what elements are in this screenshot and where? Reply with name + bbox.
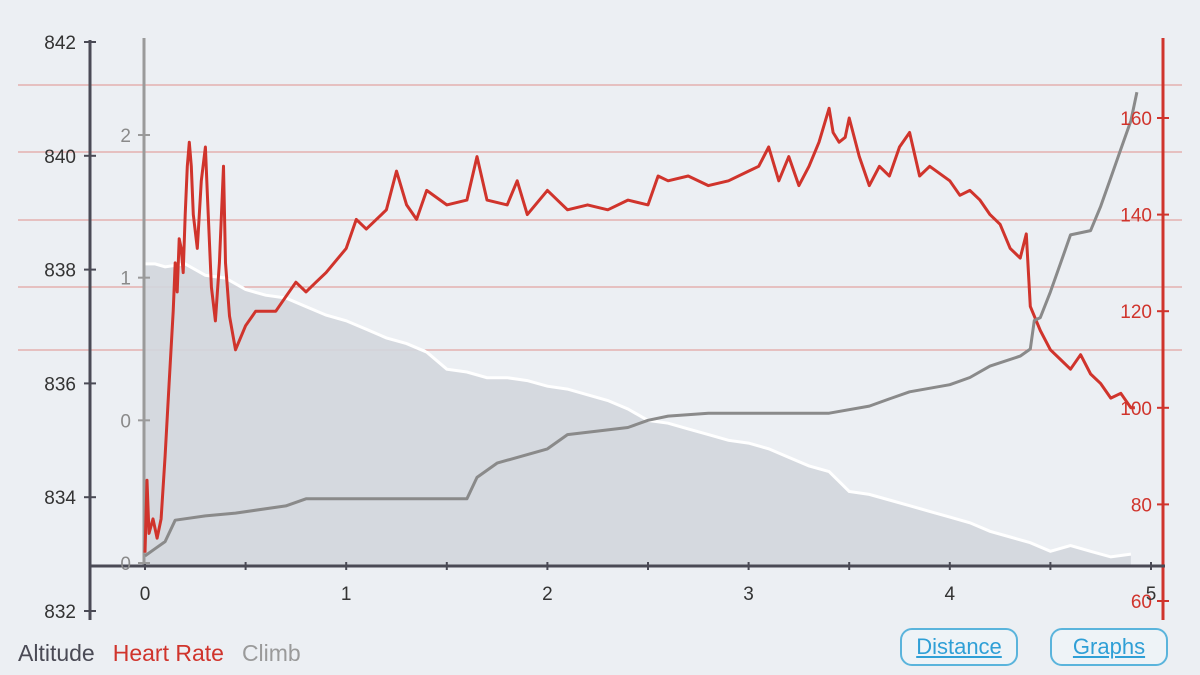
heart-rate-line xyxy=(143,106,1135,553)
x-tick-label: 2 xyxy=(542,584,553,605)
altitude-tick-label: 840 xyxy=(44,147,76,168)
heart-rate-tick-label: 120 xyxy=(1120,302,1152,323)
graphs-button[interactable]: Graphs xyxy=(1050,628,1168,666)
legend-climb: Climb xyxy=(241,640,301,666)
heart-rate-tick-label: 80 xyxy=(1131,495,1152,516)
distance-button[interactable]: Distance xyxy=(900,628,1018,666)
altitude-tick-label: 834 xyxy=(44,488,76,509)
altitude-tick-label: 838 xyxy=(44,261,76,282)
legend: Altitude Heart Rate Climb xyxy=(18,640,301,667)
climb-tick-label: 0 xyxy=(120,411,131,432)
altitude-tick-label: 842 xyxy=(44,33,76,54)
altitude-tick-label: 832 xyxy=(44,602,76,623)
legend-altitude: Altitude xyxy=(18,640,95,666)
heart-rate-tick-label: 160 xyxy=(1120,109,1152,130)
heart-rate-tick-label: 140 xyxy=(1120,206,1152,227)
x-tick-label: 4 xyxy=(945,584,956,605)
legend-heart-rate: Heart Rate xyxy=(112,640,224,666)
axes xyxy=(84,38,1169,620)
altitude-tick-label: 836 xyxy=(44,374,76,395)
x-tick-label: 5 xyxy=(1146,584,1157,605)
climb-tick-label: 2 xyxy=(120,126,131,147)
series-lines xyxy=(143,91,1139,558)
climb-tick-label: 1 xyxy=(120,269,131,290)
altitude-line xyxy=(145,262,1132,559)
climb-line xyxy=(144,91,1139,558)
climb-tick-label: 0 xyxy=(120,554,131,575)
heart-rate-tick-label: 100 xyxy=(1120,399,1152,420)
x-tick-label: 0 xyxy=(140,584,151,605)
altitude-area-group xyxy=(145,262,1132,566)
heart-rate-tick-label: 60 xyxy=(1131,592,1152,613)
x-tick-label: 1 xyxy=(341,584,352,605)
x-tick-label: 3 xyxy=(743,584,754,605)
